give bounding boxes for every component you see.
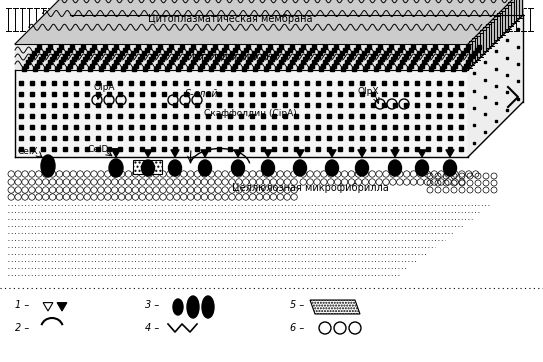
Text: Скаффолдин (CipA): Скаффолдин (CipA) <box>204 109 296 118</box>
Polygon shape <box>43 303 53 311</box>
Polygon shape <box>15 44 468 70</box>
Polygon shape <box>296 150 304 157</box>
Polygon shape <box>328 150 336 157</box>
Polygon shape <box>15 0 523 44</box>
Text: CelD: CelD <box>88 144 109 153</box>
Polygon shape <box>446 150 454 157</box>
Polygon shape <box>234 150 242 157</box>
Polygon shape <box>310 300 360 314</box>
Text: 5 –: 5 – <box>290 300 304 310</box>
Ellipse shape <box>187 296 199 318</box>
Polygon shape <box>15 15 523 70</box>
Ellipse shape <box>231 160 244 176</box>
Ellipse shape <box>199 160 212 176</box>
Text: Пептидогликан: Пептидогликан <box>187 52 273 62</box>
Ellipse shape <box>173 299 183 315</box>
Text: CelX: CelX <box>18 147 39 156</box>
Ellipse shape <box>142 160 155 176</box>
Text: 1 –: 1 – <box>15 300 29 310</box>
Ellipse shape <box>168 160 181 176</box>
Text: S-слой: S-слой <box>185 89 219 99</box>
Polygon shape <box>201 150 209 157</box>
Ellipse shape <box>202 296 214 318</box>
Polygon shape <box>358 150 366 157</box>
Text: 3 –: 3 – <box>145 300 159 310</box>
Ellipse shape <box>294 160 306 176</box>
Text: Целлюлозная микрофибрилла: Целлюлозная микрофибрилла <box>232 183 388 193</box>
Polygon shape <box>57 303 67 311</box>
Polygon shape <box>133 160 162 174</box>
Text: OlpX: OlpX <box>358 88 380 97</box>
Text: 4 –: 4 – <box>145 323 159 333</box>
Polygon shape <box>264 150 272 157</box>
Polygon shape <box>111 148 121 157</box>
Ellipse shape <box>388 160 401 176</box>
Ellipse shape <box>262 160 275 176</box>
Text: 2 –: 2 – <box>15 323 29 333</box>
Polygon shape <box>468 15 523 157</box>
Ellipse shape <box>325 160 338 176</box>
Text: OlpA: OlpA <box>93 83 115 92</box>
Ellipse shape <box>444 160 457 176</box>
Text: Цитоплазматическая мембрана: Цитоплазматическая мембрана <box>148 14 312 24</box>
Polygon shape <box>391 150 399 157</box>
Ellipse shape <box>415 160 428 176</box>
Ellipse shape <box>109 159 123 177</box>
Polygon shape <box>418 150 426 157</box>
Polygon shape <box>144 150 152 157</box>
Ellipse shape <box>356 160 369 176</box>
Polygon shape <box>171 150 179 157</box>
Text: 6 –: 6 – <box>290 323 304 333</box>
Polygon shape <box>15 70 468 157</box>
Polygon shape <box>468 0 523 70</box>
Ellipse shape <box>41 155 55 177</box>
